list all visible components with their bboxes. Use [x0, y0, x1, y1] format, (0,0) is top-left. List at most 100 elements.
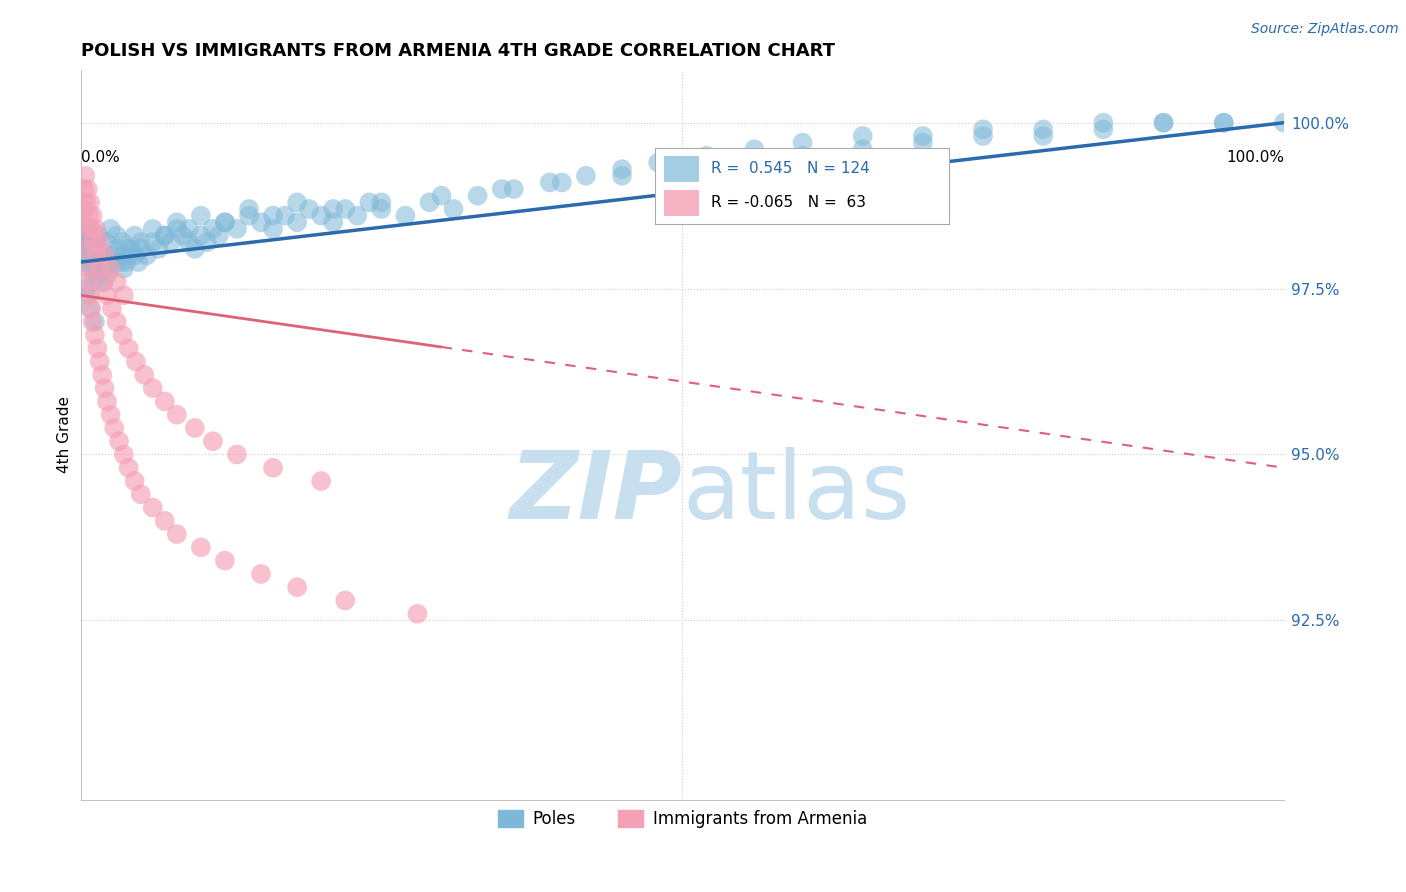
Point: [238, 202, 260, 216]
Point: [111, 235, 134, 249]
Point: [184, 242, 207, 256]
Point: [262, 222, 284, 236]
Point: [418, 195, 440, 210]
Point: [105, 275, 128, 289]
Point: [84, 268, 107, 283]
Point: [86, 242, 108, 256]
Point: [105, 242, 128, 256]
Point: [177, 222, 200, 236]
Point: [1032, 128, 1054, 143]
Point: [73, 228, 96, 243]
Point: [972, 128, 994, 143]
Point: [166, 408, 188, 422]
Point: [238, 209, 260, 223]
Point: [335, 202, 357, 216]
Point: [80, 242, 103, 256]
Point: [201, 434, 224, 449]
Point: [250, 215, 273, 229]
Point: [285, 215, 308, 229]
FancyBboxPatch shape: [664, 156, 699, 182]
Point: [100, 222, 122, 236]
Text: 0.0%: 0.0%: [80, 150, 120, 165]
Point: [1092, 122, 1115, 136]
Text: R =  0.545   N = 124: R = 0.545 N = 124: [711, 161, 870, 176]
Point: [309, 474, 332, 488]
Point: [76, 182, 98, 196]
Point: [108, 248, 131, 262]
Point: [89, 261, 111, 276]
Point: [298, 202, 321, 216]
Point: [76, 261, 98, 276]
Point: [83, 275, 105, 289]
Point: [73, 202, 96, 216]
Point: [226, 448, 249, 462]
Point: [100, 408, 122, 422]
Point: [491, 182, 513, 196]
Point: [394, 209, 416, 223]
Point: [96, 268, 118, 283]
Point: [112, 261, 135, 276]
Point: [110, 255, 132, 269]
Point: [972, 122, 994, 136]
Point: [84, 235, 107, 249]
Point: [467, 188, 489, 202]
Point: [346, 209, 368, 223]
Point: [83, 235, 105, 249]
Point: [80, 222, 103, 236]
Point: [430, 188, 453, 202]
FancyBboxPatch shape: [664, 190, 699, 216]
Point: [142, 500, 165, 515]
Point: [86, 342, 108, 356]
Point: [76, 255, 98, 269]
Point: [792, 149, 814, 163]
Point: [96, 394, 118, 409]
Point: [87, 228, 110, 243]
Point: [285, 195, 308, 210]
Point: [1272, 116, 1295, 130]
Point: [115, 255, 138, 269]
Point: [153, 394, 176, 409]
Point: [322, 202, 344, 216]
Point: [502, 182, 524, 196]
Point: [112, 448, 135, 462]
Point: [80, 261, 103, 276]
Point: [93, 248, 115, 262]
Point: [105, 315, 128, 329]
Point: [76, 288, 98, 302]
Point: [335, 593, 357, 607]
Point: [190, 228, 212, 243]
Text: Source: ZipAtlas.com: Source: ZipAtlas.com: [1251, 22, 1399, 37]
Point: [91, 368, 114, 382]
Point: [695, 149, 717, 163]
Point: [82, 315, 104, 329]
Point: [575, 169, 598, 183]
Point: [370, 202, 392, 216]
Point: [166, 222, 188, 236]
Point: [153, 514, 176, 528]
Y-axis label: 4th Grade: 4th Grade: [58, 396, 72, 473]
Point: [135, 248, 157, 262]
Point: [77, 209, 100, 223]
Point: [1153, 116, 1175, 130]
Point: [190, 209, 212, 223]
Point: [214, 215, 236, 229]
Point: [77, 275, 100, 289]
Point: [610, 169, 633, 183]
Point: [129, 242, 152, 256]
Point: [226, 222, 249, 236]
Point: [250, 566, 273, 581]
Point: [166, 527, 188, 541]
Point: [1212, 116, 1234, 130]
Point: [101, 248, 124, 262]
Point: [83, 261, 105, 276]
Point: [76, 235, 98, 249]
Point: [124, 248, 146, 262]
Point: [111, 328, 134, 343]
Point: [142, 381, 165, 395]
Point: [79, 288, 101, 302]
Point: [77, 248, 100, 262]
Point: [911, 136, 934, 150]
Point: [75, 169, 97, 183]
Point: [117, 342, 139, 356]
Point: [370, 195, 392, 210]
